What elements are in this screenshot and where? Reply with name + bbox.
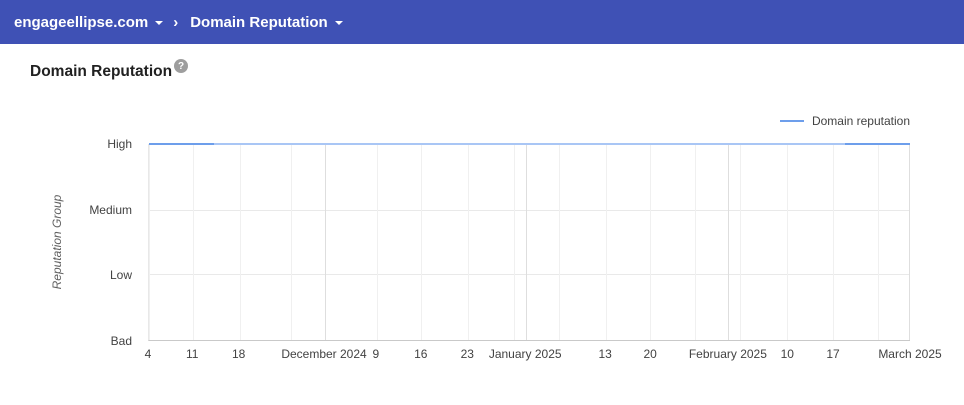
gridline-vertical <box>193 144 195 340</box>
top-nav-bar: engageellipse.com › Domain Reputation <box>0 0 964 44</box>
y-tick-label: Medium <box>89 202 132 217</box>
x-tick-label: 4 <box>144 347 152 361</box>
gridline-vertical <box>513 144 515 340</box>
gridline-vertical <box>740 144 742 340</box>
x-tick-label: February 2025 <box>688 347 767 361</box>
y-axis-tick-labels: High Medium Low Bad <box>0 137 140 348</box>
x-tick-label: March 2025 <box>878 347 942 361</box>
x-tick-label: 16 <box>414 347 428 361</box>
report-selector-label: Domain Reputation <box>190 13 328 31</box>
gridline-vertical <box>290 144 292 340</box>
plot-area[interactable] <box>148 143 910 341</box>
gridline-horizontal <box>149 209 910 211</box>
domain-selector-label: engageellipse.com <box>14 13 149 31</box>
x-tick-label: 23 <box>460 347 474 361</box>
gridline-vertical <box>239 144 241 340</box>
x-axis-tick-labels: 4 11 18 December 2024 9 16 23 January 2025 13 20 F… <box>144 347 942 363</box>
gridline-vertical <box>650 144 652 340</box>
x-tick-label: 17 <box>826 347 840 361</box>
gridline-vertical <box>149 144 150 340</box>
y-tick-label: Low <box>109 268 132 282</box>
gridline-vertical <box>787 144 789 340</box>
x-tick-label: 20 <box>643 347 657 361</box>
x-tick-label: 18 <box>231 347 246 361</box>
page-title: Domain Reputation <box>30 63 173 80</box>
x-tick-label: 10 <box>780 347 794 361</box>
chevron-down-icon <box>155 21 164 25</box>
report-selector-dropdown[interactable]: Domain Reputation <box>190 14 343 31</box>
gridline-vertical <box>559 144 561 340</box>
y-tick-label: High <box>107 137 132 151</box>
gridline-vertical <box>467 144 469 340</box>
legend-label: Domain reputation <box>811 114 910 128</box>
x-tick-label: 9 <box>372 347 380 361</box>
gridline-vertical <box>324 144 326 340</box>
gridline-horizontal <box>149 274 910 276</box>
x-tick-label: 11 <box>185 347 199 361</box>
reputation-line-segment[interactable] <box>845 143 910 145</box>
chart-legend: Domain reputation <box>779 114 910 128</box>
gridline-vertical <box>878 144 880 340</box>
gridline-vertical <box>833 144 835 340</box>
domain-selector-dropdown[interactable]: engageellipse.com <box>14 13 164 31</box>
reputation-line-segment[interactable] <box>213 143 846 145</box>
gridline-vertical <box>605 144 607 340</box>
page-title-row: Domain Reputation ? <box>30 59 189 81</box>
gridline-vertical <box>909 144 910 340</box>
reputation-line-segment[interactable] <box>149 143 214 145</box>
gridline-vertical <box>728 144 730 340</box>
help-icon[interactable]: ? <box>174 59 189 73</box>
x-tick-label: 13 <box>598 347 612 361</box>
legend-line-swatch <box>779 120 804 122</box>
gridline-vertical <box>421 144 423 340</box>
x-tick-label: January 2025 <box>488 347 562 361</box>
y-tick-label: Bad <box>110 334 132 348</box>
chevron-down-icon <box>334 21 343 25</box>
gridline-vertical <box>376 144 378 340</box>
breadcrumb-separator-icon: › <box>173 13 179 31</box>
gridline-vertical <box>525 144 527 340</box>
gridline-vertical <box>695 144 697 340</box>
x-tick-label: December 2024 <box>281 347 367 361</box>
